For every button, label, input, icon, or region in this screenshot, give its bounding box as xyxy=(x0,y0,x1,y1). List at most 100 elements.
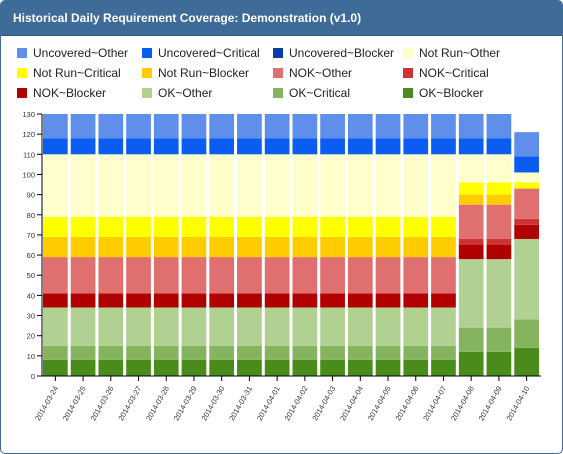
bar-segment xyxy=(43,114,68,139)
bar-segment xyxy=(98,307,124,346)
bar-segment xyxy=(70,257,96,294)
bar-segment xyxy=(209,138,235,155)
bar-segment xyxy=(320,293,345,308)
bar-segment xyxy=(486,245,512,260)
bar-segment xyxy=(264,293,290,308)
bar-segment xyxy=(70,293,96,308)
bar-segment xyxy=(181,257,207,294)
legend-label: NOK~Blocker xyxy=(33,86,107,100)
bar-segment xyxy=(458,114,484,139)
bar-segment xyxy=(431,293,456,308)
bar-segment xyxy=(347,293,373,308)
bar-segment xyxy=(126,307,151,346)
x-tick-label: 2014-04-07 xyxy=(421,385,448,423)
legend-swatch xyxy=(17,48,27,58)
bar-segment xyxy=(43,154,68,217)
bar-segment xyxy=(209,307,235,346)
legend-label: NOK~Critical xyxy=(419,66,489,80)
y-tick-label: 90 xyxy=(27,191,35,200)
bar-segment xyxy=(320,359,345,376)
bar-segment xyxy=(126,257,151,294)
x-tick-label: 2014-04-06 xyxy=(394,385,421,423)
bar-segment xyxy=(292,359,318,376)
y-tick-label: 100 xyxy=(22,170,35,179)
bar-segment xyxy=(292,257,318,294)
bar-segment xyxy=(264,236,290,258)
bar-segment xyxy=(403,236,429,258)
bar-segment xyxy=(486,259,512,328)
x-tick-label: 2014-03-31 xyxy=(227,385,254,423)
bar-segment xyxy=(209,293,235,308)
bar-segment xyxy=(486,351,512,376)
y-tick-label: 110 xyxy=(23,150,35,159)
bar-segment xyxy=(98,216,124,237)
bar-segment xyxy=(70,359,96,376)
bar-segment xyxy=(98,293,124,308)
y-tick-label: 40 xyxy=(27,291,35,300)
bar-segment xyxy=(153,216,179,237)
bar-segment xyxy=(347,138,373,155)
bar-segment xyxy=(347,307,373,346)
bar-segment xyxy=(292,236,318,258)
x-tick-label: 2014-03-30 xyxy=(199,385,226,423)
bar-segment xyxy=(458,351,484,376)
bar-segment xyxy=(403,359,429,376)
bar-segment xyxy=(181,345,207,360)
x-tick-label: 2014-04-01 xyxy=(255,385,282,423)
bar-segment xyxy=(347,216,373,237)
legend-swatch xyxy=(17,68,27,78)
bar-segment xyxy=(98,257,124,294)
bar-segment xyxy=(98,114,124,139)
bar-segment xyxy=(514,182,539,189)
bar-segment xyxy=(458,194,484,205)
bar-segment xyxy=(237,359,262,376)
bar-segment xyxy=(209,345,235,360)
x-tick-label: 2014-03-26 xyxy=(89,385,116,423)
bar-segment xyxy=(181,138,207,155)
legend-swatch xyxy=(17,88,27,98)
bar-segment xyxy=(347,345,373,360)
bar-segment xyxy=(181,216,207,237)
bar-segment xyxy=(514,218,539,225)
x-tick-label: 2014-03-28 xyxy=(144,385,171,423)
bar-segment xyxy=(375,307,401,346)
bar-segment xyxy=(375,236,401,258)
bar-segment xyxy=(98,345,124,360)
bar-segment xyxy=(486,154,512,183)
bar-segment xyxy=(181,307,207,346)
bar-segment xyxy=(237,345,262,360)
bar-segment xyxy=(153,293,179,308)
legend-swatch xyxy=(273,48,283,58)
bar-segment xyxy=(98,154,124,217)
bar-segment xyxy=(320,138,345,155)
legend-swatch xyxy=(142,88,152,98)
bar-segment xyxy=(181,154,207,217)
bar-segment xyxy=(209,257,235,294)
bar-segment xyxy=(486,194,512,205)
bar-segment xyxy=(153,138,179,155)
bar-segment xyxy=(237,216,262,237)
bar-segment xyxy=(209,236,235,258)
x-tick-label: 2014-04-02 xyxy=(283,385,310,423)
legend-label: Uncovered~Blocker xyxy=(289,46,395,60)
x-axis: 2014-03-24 2014-03-25 2014-03-26 2014-03-27… xyxy=(33,375,541,423)
bar-segment xyxy=(126,359,151,376)
bar-segment xyxy=(98,359,124,376)
legend-swatch xyxy=(142,68,152,78)
bar-segment xyxy=(514,172,539,183)
bar-segment xyxy=(70,138,96,155)
bar-segment xyxy=(431,345,456,360)
bar-segment xyxy=(181,293,207,308)
bar-segment xyxy=(43,236,68,258)
legend-swatch xyxy=(142,48,152,58)
bar-segment xyxy=(153,257,179,294)
bar-segment xyxy=(209,114,235,139)
bar-segment xyxy=(458,327,484,352)
x-tick-label: 2014-03-29 xyxy=(172,385,199,423)
bar-segment xyxy=(264,359,290,376)
bar-segment xyxy=(431,216,456,237)
bar-segment xyxy=(458,259,484,328)
bar-segment xyxy=(209,359,235,376)
y-tick-label: 120 xyxy=(22,130,35,139)
